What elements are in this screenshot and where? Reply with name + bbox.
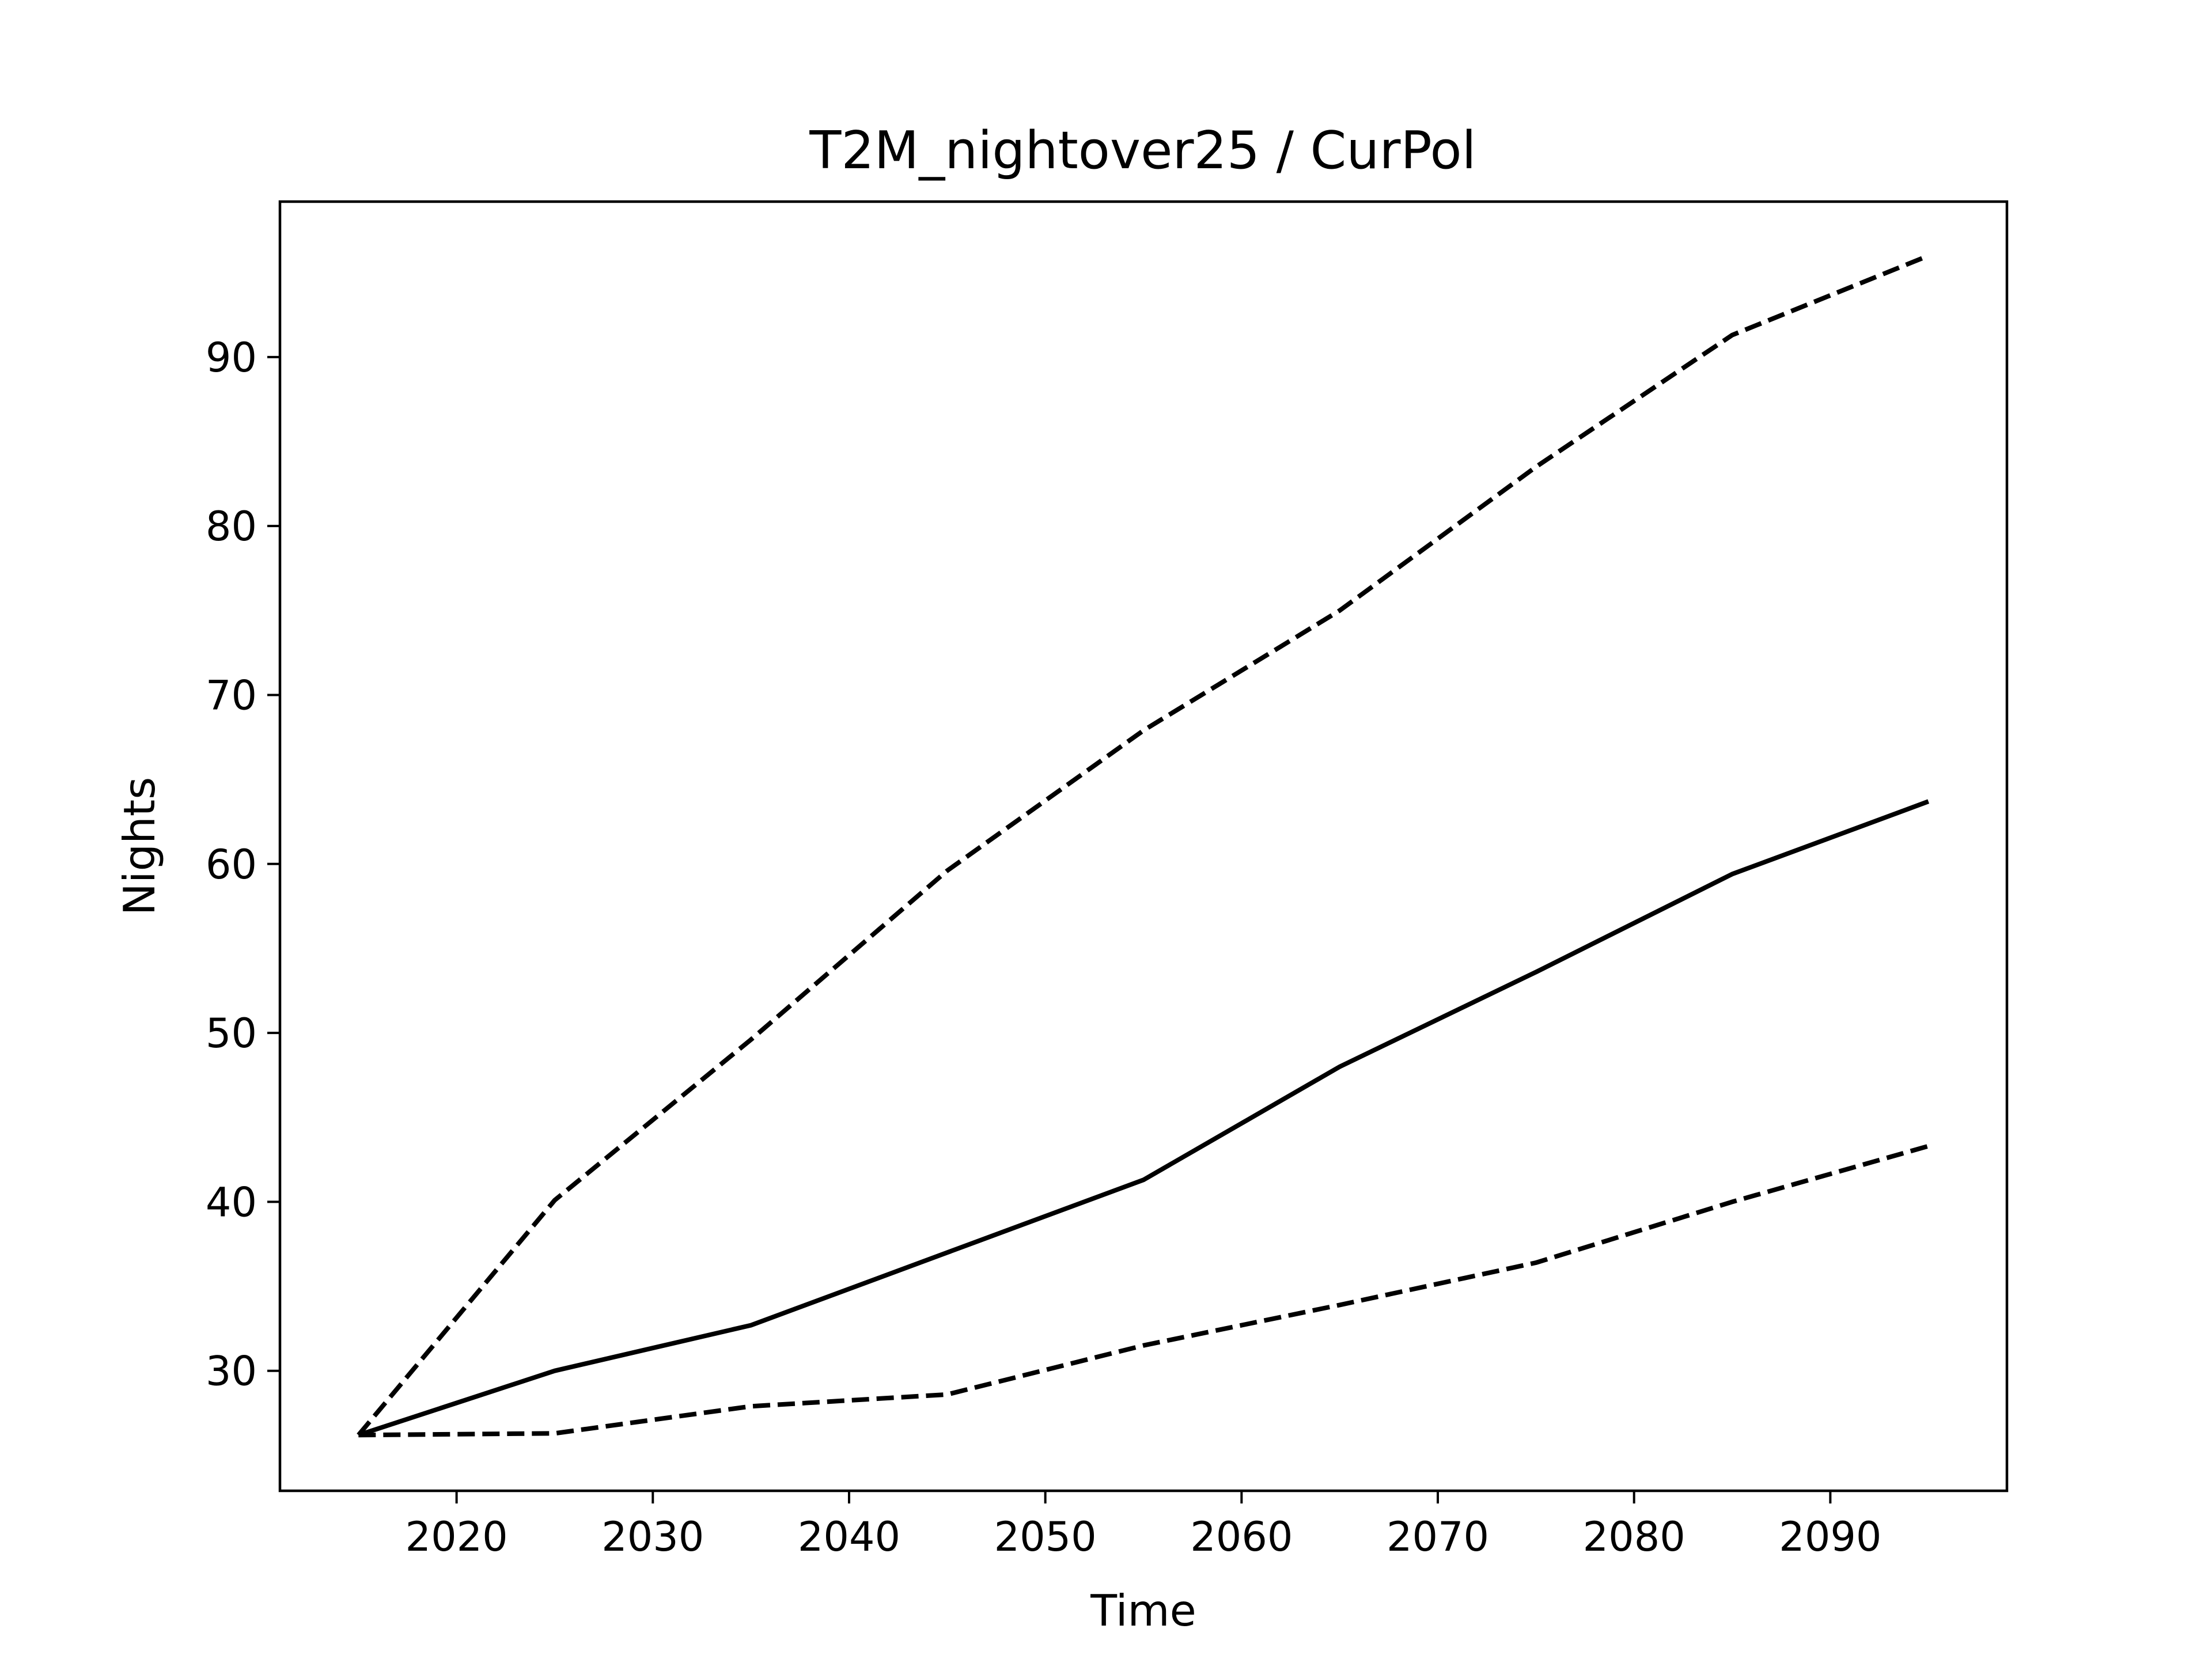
y-tick-label: 80	[206, 503, 257, 550]
x-axis: 2020 2030 2040 2050 2060 2070 2080 2090	[406, 1491, 1881, 1560]
y-tick-label: 90	[206, 334, 257, 381]
series-line-1	[357, 253, 1930, 1437]
y-tick-label: 30	[206, 1348, 257, 1395]
x-tick-label: 2090	[1779, 1513, 1881, 1560]
x-axis-label: Time	[1090, 1585, 1196, 1636]
y-tick-label: 50	[206, 1010, 257, 1057]
x-tick-label: 2030	[601, 1513, 704, 1560]
y-tick-label: 70	[206, 672, 257, 719]
plot-frame	[278, 200, 2009, 1493]
y-tick-label: 60	[206, 841, 257, 888]
x-tick-label: 2070	[1387, 1513, 1489, 1560]
y-axis: 30 40 50 60 70 80 90	[206, 334, 280, 1395]
x-tick-label: 2020	[406, 1513, 508, 1560]
y-tick-label: 40	[206, 1179, 257, 1226]
series-layer	[357, 253, 1930, 1438]
series-line-3	[358, 1143, 1929, 1438]
x-tick-label: 2040	[798, 1513, 900, 1560]
x-tick-label: 2080	[1583, 1513, 1685, 1560]
x-tick-label: 2050	[994, 1513, 1097, 1560]
x-tick-label: 2060	[1190, 1513, 1293, 1560]
series-line-2	[358, 799, 1930, 1438]
chart-title: T2M_nightover25 / CurPol	[809, 120, 1476, 181]
y-axis-label: Nights	[114, 777, 165, 916]
